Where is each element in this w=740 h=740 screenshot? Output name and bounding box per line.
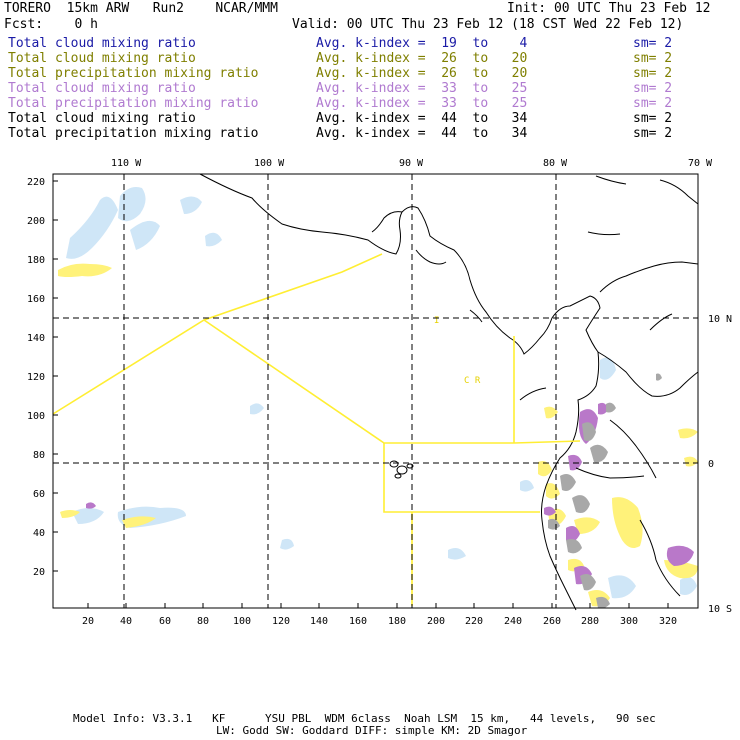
legend-field: Total cloud mixing ratio — [8, 51, 196, 66]
y-tick-label: 180 — [27, 255, 45, 266]
x-tick-label: 120 — [272, 616, 290, 627]
legend-kindex: Avg. k-index = 26 to 20 — [316, 51, 528, 66]
y-tick-label: 100 — [27, 411, 45, 422]
x-tick-label: 20 — [82, 616, 94, 627]
legend-kindex: Avg. k-index = 33 to 25 — [316, 81, 528, 96]
galapagos-islands — [389, 460, 414, 479]
legend-field: Total precipitation mixing ratio — [8, 96, 259, 111]
y-axis: 220 200 180 160 140 120 100 80 60 40 20 — [27, 177, 45, 578]
lat-label: 10 N — [708, 314, 732, 325]
cloud-purple — [86, 402, 694, 585]
grid-lines — [53, 174, 698, 608]
lat-label: 10 S — [708, 604, 732, 615]
y-tick-label: 140 — [27, 333, 45, 344]
legend-kindex: Avg. k-index = 33 to 25 — [316, 96, 528, 111]
legend-kindex: Avg. k-index = 19 to 4 — [316, 36, 528, 51]
legend-row: Total cloud mixing ratio Avg. k-index = … — [8, 111, 672, 186]
coastline — [199, 173, 699, 611]
lon-label: 110 W — [111, 158, 142, 169]
x-tick-label: 100 — [233, 616, 251, 627]
legend-field: Total cloud mixing ratio — [8, 36, 196, 51]
model-info: Model Info: V3.3.1 KF YSU PBL WDM 6class… — [73, 712, 656, 725]
lon-label: 90 W — [399, 158, 424, 169]
x-tick-label: 140 — [310, 616, 328, 627]
y-tick-label: 220 — [27, 177, 45, 188]
legend-row: Total cloud mixing ratio Avg. k-index = … — [8, 51, 672, 126]
cloud-gray — [548, 373, 662, 609]
x-tick-label: 60 — [159, 616, 171, 627]
region-annotation: C R — [464, 376, 481, 386]
x-tick-label: 200 — [427, 616, 445, 627]
y-tick-label: 20 — [33, 567, 45, 578]
legend-field: Total cloud mixing ratio — [8, 111, 196, 126]
legend-sm: sm= 2 — [633, 126, 673, 141]
y-tick-label: 120 — [27, 372, 45, 383]
legend-row: Total precipitation mixing ratio Avg. k-… — [8, 96, 672, 171]
forecast-hour: Fcst: 0 h — [4, 17, 98, 32]
x-tick-label: 240 — [504, 616, 522, 627]
x-tick-label: 300 — [620, 616, 638, 627]
x-tick-label: 220 — [465, 616, 483, 627]
legend-sm: sm= 2 — [633, 81, 673, 96]
y-tick-label: 60 — [33, 489, 45, 500]
y-tick-label: 80 — [33, 450, 45, 461]
legend-sm: sm= 2 — [633, 66, 673, 81]
legend-row: Total precipitation mixing ratio Avg. k-… — [8, 66, 672, 141]
legend-sm: sm= 2 — [633, 51, 673, 66]
region-annotation-mark: I — [434, 316, 439, 326]
legend-row: Total precipitation mixing ratio Avg. k-… — [8, 126, 672, 201]
model-physics: LW: Godd SW: Goddard DIFF: simple KM: 2D… — [216, 724, 528, 737]
legend-field: Total cloud mixing ratio — [8, 81, 196, 96]
valid-time: Valid: 00 UTC Thu 23 Feb 12 (18 CST Wed … — [292, 17, 684, 32]
model-title: TORERO 15km ARW Run2 NCAR/MMM — [4, 1, 278, 16]
legend-field: Total precipitation mixing ratio — [8, 126, 259, 141]
legend-sm: sm= 2 — [633, 111, 673, 126]
x-tick-label: 260 — [543, 616, 561, 627]
lat-label: 0 — [708, 459, 714, 470]
x-tick-label: 320 — [659, 616, 677, 627]
legend-kindex: Avg. k-index = 44 to 34 — [316, 111, 528, 126]
lon-label: 70 W — [688, 158, 713, 169]
y-tick-label: 40 — [33, 528, 45, 539]
legend-sm: sm= 2 — [633, 96, 673, 111]
y-tick-label: 160 — [27, 294, 45, 305]
x-tick-label: 160 — [349, 616, 367, 627]
legend-kindex: Avg. k-index = 44 to 34 — [316, 126, 528, 141]
legend-field: Total precipitation mixing ratio — [8, 66, 259, 81]
init-time: Init: 00 UTC Thu 23 Feb 12 — [507, 1, 711, 16]
map-frame — [52, 173, 699, 609]
x-axis: 20 40 60 80 100 120 140 160 180 200 220 … — [82, 616, 677, 627]
x-tick-label: 180 — [388, 616, 406, 627]
legend-sm: sm= 2 — [633, 36, 673, 51]
cloud-yellow — [58, 263, 698, 607]
x-tick-label: 80 — [197, 616, 209, 627]
tick-marks — [53, 180, 669, 608]
legend-row: Total cloud mixing ratio Avg. k-index = … — [8, 36, 672, 111]
cloud-light-blue — [66, 187, 697, 599]
legend-kindex: Avg. k-index = 26 to 20 — [316, 66, 528, 81]
legend-row: Total cloud mixing ratio Avg. k-index = … — [8, 81, 672, 156]
lon-label: 80 W — [543, 158, 568, 169]
lon-label: 100 W — [254, 158, 285, 169]
boundary-lines — [52, 253, 581, 606]
x-tick-label: 280 — [581, 616, 599, 627]
x-tick-label: 40 — [120, 616, 132, 627]
y-tick-label: 200 — [27, 216, 45, 227]
